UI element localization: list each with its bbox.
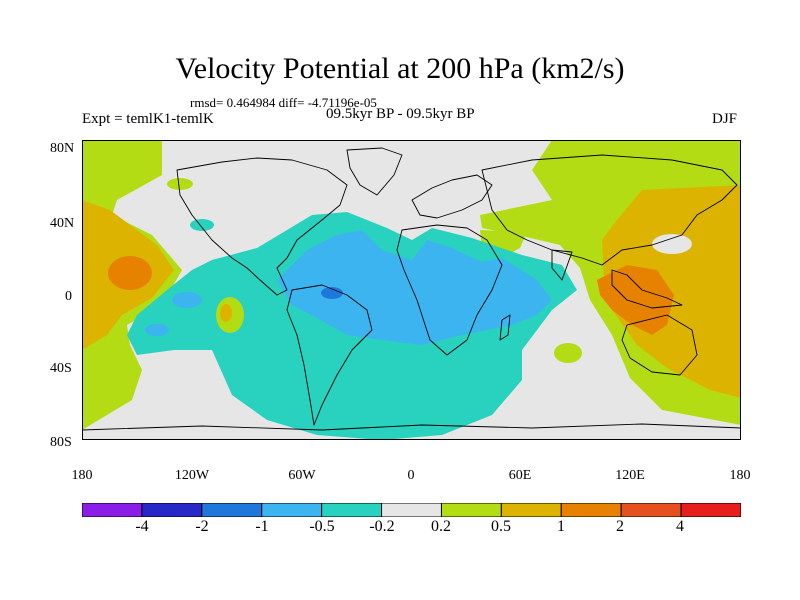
contour-neg-0.5-sw (145, 324, 169, 336)
lon-label-120e: 120E (615, 468, 645, 483)
lon-label-180e: 180 (729, 468, 751, 483)
colorbar-label: 0.5 (491, 518, 511, 535)
contour-neg-1-amazon (321, 287, 343, 299)
map-title: Velocity Potential at 200 hPa (km2/s) (175, 52, 625, 85)
contour-neg-0.5-west (172, 292, 202, 308)
colorbar-label: 2 (616, 518, 624, 535)
colorbar-segment (680, 503, 741, 517)
contour-pos-1-east (597, 265, 674, 335)
colorbar-segment (440, 503, 502, 517)
period-label: 09.5kyr BP - 09.5kyr BP (326, 106, 475, 122)
contour-pos-1-west (108, 256, 152, 290)
colorbar-label: 1 (557, 518, 565, 535)
stats-text: rmsd= 0.464984 diff= -4.71196e-05 (190, 95, 377, 110)
lon-label-60e: 60E (508, 468, 532, 483)
contour-neg-0.5-atlantic (277, 230, 552, 345)
colorbar-segment (560, 503, 622, 517)
colorbar-segment (321, 503, 383, 517)
colorbar (82, 503, 741, 517)
lon-label-60w: 60W (288, 468, 316, 483)
colorbar-label: 0.2 (431, 518, 451, 535)
colorbar-label: -0.5 (309, 518, 335, 535)
lat-label-40s: 40S (50, 361, 72, 376)
colorbar-segment (620, 503, 682, 517)
lat-label-eq: 0 (65, 289, 72, 304)
lat-label-80s: 80S (50, 435, 72, 450)
contour-pos-0.5-blob-2 (220, 304, 232, 322)
colorbar-label: -4 (135, 518, 149, 535)
colorbar-segment (381, 503, 442, 517)
season-label: DJF (712, 111, 738, 127)
contour-pos-0.2-blob-1 (167, 178, 193, 190)
lon-label-0: 0 (407, 468, 415, 483)
colorbar-label: -2 (195, 518, 209, 535)
colorbar-label: -0.2 (369, 518, 395, 535)
lon-label-120w: 120W (174, 468, 210, 483)
velocity-potential-map (82, 140, 741, 440)
colorbar-segment (201, 503, 263, 517)
colorbar-label: 4 (676, 518, 684, 535)
experiment-label: Expt = temlK1-temlK (82, 111, 214, 127)
contour-neutral-hole (652, 234, 692, 254)
lat-label-40n: 40N (50, 216, 75, 231)
colorbar-label: -1 (255, 518, 269, 535)
map-frame (82, 140, 741, 440)
lon-label-180w: 180 (71, 468, 93, 483)
colorbar-segment (261, 503, 323, 517)
contour-pos-0.2-blob-3 (554, 343, 582, 363)
lat-label-80n: 80N (50, 141, 75, 156)
colorbar-segment (500, 503, 562, 517)
colorbar-segment (82, 503, 143, 517)
contour-neg-0.2-small (190, 219, 214, 231)
coastlines (82, 147, 741, 431)
colorbar-segment (141, 503, 203, 517)
